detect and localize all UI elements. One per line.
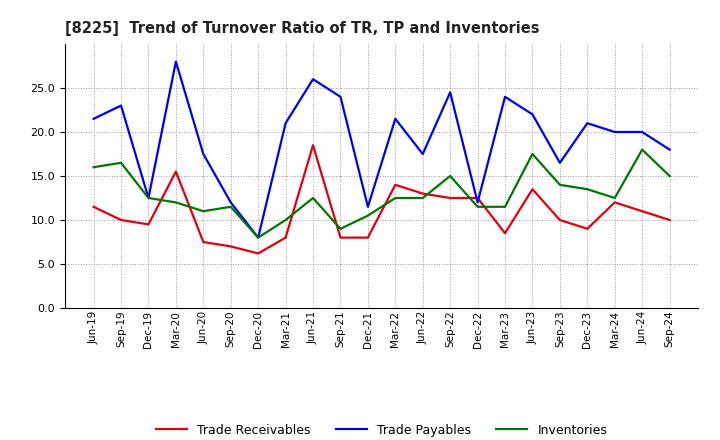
Trade Receivables [254, 251, 263, 256]
Line: Trade Receivables: Trade Receivables [94, 145, 670, 253]
Inventories [171, 200, 180, 205]
Trade Receivables [282, 235, 290, 240]
Trade Payables [144, 195, 153, 201]
Trade Payables [556, 160, 564, 165]
Trade Receivables [117, 217, 125, 223]
Trade Payables [199, 151, 207, 157]
Trade Payables [282, 121, 290, 126]
Trade Payables [226, 200, 235, 205]
Inventories [309, 195, 318, 201]
Inventories [556, 182, 564, 187]
Trade Receivables [171, 169, 180, 174]
Inventories [528, 151, 537, 157]
Inventories [391, 195, 400, 201]
Trade Payables [500, 94, 509, 99]
Trade Payables [611, 129, 619, 135]
Trade Receivables [500, 231, 509, 236]
Inventories [117, 160, 125, 165]
Trade Receivables [638, 209, 647, 214]
Trade Payables [391, 116, 400, 121]
Trade Receivables [528, 187, 537, 192]
Trade Receivables [309, 143, 318, 148]
Trade Payables [364, 204, 372, 209]
Trade Receivables [665, 217, 674, 223]
Trade Receivables [556, 217, 564, 223]
Text: [8225]  Trend of Turnover Ratio of TR, TP and Inventories: [8225] Trend of Turnover Ratio of TR, TP… [65, 21, 539, 36]
Line: Trade Payables: Trade Payables [94, 62, 670, 238]
Inventories [638, 147, 647, 152]
Legend: Trade Receivables, Trade Payables, Inventories: Trade Receivables, Trade Payables, Inven… [151, 419, 612, 440]
Trade Payables [89, 116, 98, 121]
Trade Payables [336, 94, 345, 99]
Trade Receivables [144, 222, 153, 227]
Trade Payables [171, 59, 180, 64]
Inventories [144, 195, 153, 201]
Trade Payables [309, 77, 318, 82]
Trade Payables [638, 129, 647, 135]
Trade Payables [446, 90, 454, 95]
Trade Payables [473, 200, 482, 205]
Trade Receivables [611, 200, 619, 205]
Inventories [254, 235, 263, 240]
Trade Receivables [336, 235, 345, 240]
Inventories [473, 204, 482, 209]
Trade Receivables [391, 182, 400, 187]
Trade Payables [528, 112, 537, 117]
Line: Inventories: Inventories [94, 150, 670, 238]
Inventories [282, 217, 290, 223]
Trade Payables [665, 147, 674, 152]
Trade Receivables [446, 195, 454, 201]
Trade Receivables [226, 244, 235, 249]
Inventories [336, 226, 345, 231]
Trade Payables [583, 121, 592, 126]
Trade Receivables [473, 195, 482, 201]
Inventories [89, 165, 98, 170]
Inventories [226, 204, 235, 209]
Inventories [418, 195, 427, 201]
Trade Receivables [583, 226, 592, 231]
Inventories [611, 195, 619, 201]
Inventories [665, 173, 674, 179]
Inventories [364, 213, 372, 218]
Trade Receivables [89, 204, 98, 209]
Inventories [500, 204, 509, 209]
Trade Payables [117, 103, 125, 108]
Trade Receivables [364, 235, 372, 240]
Inventories [446, 173, 454, 179]
Inventories [199, 209, 207, 214]
Trade Payables [254, 235, 263, 240]
Trade Receivables [199, 239, 207, 245]
Inventories [583, 187, 592, 192]
Trade Payables [418, 151, 427, 157]
Trade Receivables [418, 191, 427, 196]
